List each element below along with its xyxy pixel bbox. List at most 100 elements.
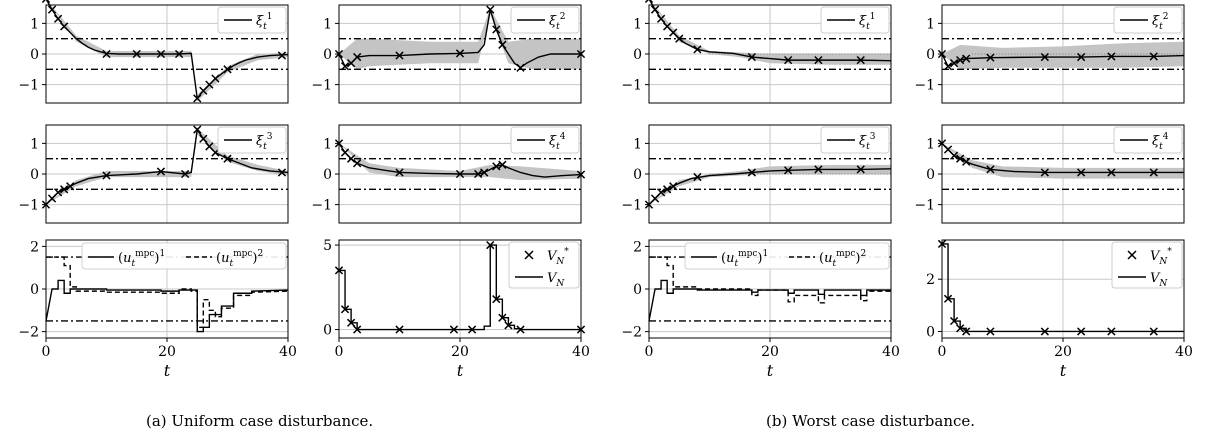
x-marker xyxy=(1149,327,1158,336)
x-marker xyxy=(66,182,75,191)
x-marker-stroke xyxy=(675,34,684,43)
series-line xyxy=(46,256,289,329)
x-marker-stroke xyxy=(693,45,702,54)
legend-label: ξt1 xyxy=(859,12,876,32)
x-marker-stroke xyxy=(943,294,953,303)
x-marker-stroke xyxy=(1107,52,1116,61)
x-marker-stroke xyxy=(47,194,57,203)
x-marker-stroke xyxy=(1149,52,1158,61)
x-marker xyxy=(856,55,865,65)
y-tick-label: −1 xyxy=(311,78,332,94)
x-marker xyxy=(353,325,362,334)
x-marker xyxy=(181,169,190,179)
x-marker-stroke xyxy=(60,185,69,194)
x-marker-stroke xyxy=(498,160,507,169)
y-tick-label: −1 xyxy=(621,78,642,94)
panel-b-xi4: −1 0 1 ξt4 xyxy=(914,124,1185,224)
x-marker-stroke xyxy=(156,49,166,59)
legend-label: (utmpc)1 xyxy=(721,249,768,269)
x-marker xyxy=(498,160,507,169)
x-marker-stroke xyxy=(856,165,865,174)
x-axis-label: t xyxy=(457,361,464,380)
x-marker xyxy=(492,162,501,171)
x-marker xyxy=(747,168,756,177)
x-marker xyxy=(395,51,404,60)
x-marker xyxy=(474,169,483,179)
x-marker xyxy=(949,151,959,160)
legend-label: VN* xyxy=(547,247,569,267)
x-marker xyxy=(60,185,69,194)
x-marker xyxy=(1077,327,1086,336)
x-marker xyxy=(277,168,287,177)
legend-label: (utmpc)2 xyxy=(819,249,866,269)
x-axis-label: t xyxy=(767,361,774,380)
legend-label: ξt4 xyxy=(1152,132,1169,152)
y-tick-label: 1 xyxy=(633,16,642,32)
y-tick-label: −1 xyxy=(621,198,642,214)
x-marker xyxy=(949,59,959,68)
x-marker xyxy=(340,148,350,157)
x-marker xyxy=(193,94,202,103)
x-marker-stroke xyxy=(747,52,756,62)
x-marker-stroke xyxy=(60,22,69,31)
x-marker-stroke xyxy=(66,182,75,191)
x-marker-stroke xyxy=(524,250,534,260)
x-marker xyxy=(675,34,684,43)
x-marker-stroke xyxy=(956,324,965,333)
x-marker xyxy=(986,327,995,336)
x-marker xyxy=(747,52,756,62)
x-marker-stroke xyxy=(353,52,362,62)
y-tick-label: −1 xyxy=(914,78,935,94)
y-tick-label: 2 xyxy=(633,239,642,255)
panel-b-xi1: −1 0 1 ξt1 xyxy=(621,0,892,104)
x-tick-label: 0 xyxy=(335,344,344,360)
y-tick-label: 0 xyxy=(323,47,332,63)
x-marker xyxy=(956,55,965,65)
y-tick-label: 0 xyxy=(926,324,935,340)
y-tick-label: −1 xyxy=(18,198,39,214)
y-tick-label: 1 xyxy=(926,16,935,32)
x-marker-stroke xyxy=(644,0,649,4)
x-marker-stroke xyxy=(949,59,959,68)
x-marker xyxy=(193,125,202,134)
caption-b: (b) Worst case disturbance. xyxy=(766,412,976,430)
x-marker xyxy=(41,0,51,4)
series-line xyxy=(649,256,891,304)
x-marker xyxy=(132,49,141,59)
x-marker xyxy=(277,51,287,60)
x-marker-stroke xyxy=(498,40,507,49)
x-marker-stroke xyxy=(650,5,660,14)
panel-b-xi3: −1 0 1 ξt3 xyxy=(621,124,892,224)
y-tick-label: 1 xyxy=(323,136,332,152)
x-marker xyxy=(346,318,356,327)
x-marker xyxy=(986,53,995,62)
legend-marker xyxy=(524,250,534,260)
x-marker-stroke xyxy=(199,134,208,143)
x-marker-stroke xyxy=(986,165,995,174)
x-marker xyxy=(663,22,672,31)
x-marker-stroke xyxy=(650,194,660,203)
legend-label: VN xyxy=(1150,271,1168,289)
x-marker-stroke xyxy=(1077,327,1086,336)
uncertainty-band xyxy=(942,41,1184,70)
x-marker-stroke xyxy=(346,318,356,327)
x-marker xyxy=(1040,327,1049,336)
y-tick-label: 1 xyxy=(633,136,642,152)
x-marker-stroke xyxy=(962,327,971,336)
legend-label: (utmpc)1 xyxy=(118,249,165,269)
y-tick-label: 0 xyxy=(30,47,39,63)
x-marker-stroke xyxy=(353,325,362,334)
x-marker xyxy=(1107,327,1116,336)
x-marker-stroke xyxy=(1077,52,1086,62)
x-marker-stroke xyxy=(41,0,46,4)
series-line xyxy=(648,168,892,206)
x-marker xyxy=(814,165,823,174)
x-marker-stroke xyxy=(102,49,111,59)
legend-label: ξt2 xyxy=(1152,12,1169,32)
x-marker xyxy=(1040,52,1049,62)
x-marker xyxy=(1077,52,1086,62)
x-marker-stroke xyxy=(455,169,465,179)
y-tick-label: 1 xyxy=(30,16,39,32)
x-marker xyxy=(211,74,220,83)
